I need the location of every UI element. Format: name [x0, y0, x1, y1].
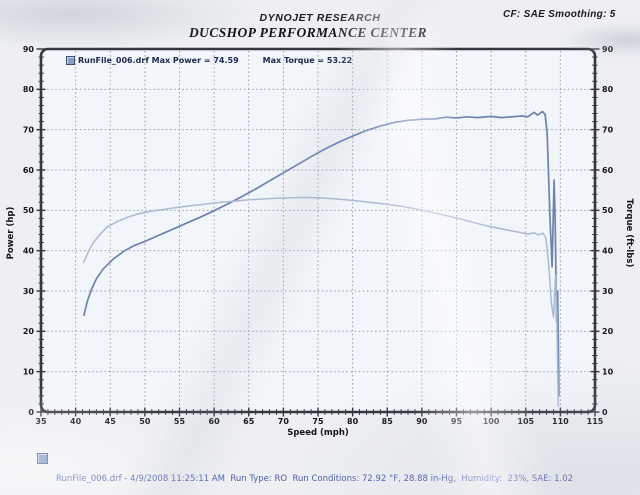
- svg-text:80: 80: [602, 85, 614, 94]
- right-axis-title: Torque (ft-lbs): [624, 199, 634, 268]
- svg-text:10: 10: [602, 367, 614, 376]
- svg-text:70: 70: [602, 125, 614, 134]
- svg-text:55: 55: [174, 417, 186, 426]
- svg-text:40: 40: [23, 246, 35, 255]
- legend-run-file: RunFile_006.drf: [78, 56, 149, 65]
- svg-text:90: 90: [602, 45, 614, 54]
- svg-text:60: 60: [209, 417, 221, 426]
- run-file-icon: [37, 453, 48, 464]
- svg-text:50: 50: [602, 206, 614, 215]
- correction-smoothing-label: CF: SAE Smoothing: 5: [503, 9, 616, 20]
- svg-text:40: 40: [602, 246, 614, 255]
- svg-text:50: 50: [139, 417, 151, 426]
- svg-text:50: 50: [23, 206, 35, 215]
- run-info-line: RunFile_006.drf - 4/9/2008 11:25:11 AM R…: [56, 474, 574, 484]
- svg-text:85: 85: [382, 417, 394, 426]
- svg-text:100: 100: [483, 417, 500, 426]
- left-axis-title: Power (hp): [6, 207, 16, 260]
- svg-text:20: 20: [602, 327, 614, 336]
- svg-text:65: 65: [243, 417, 255, 426]
- svg-text:60: 60: [602, 166, 614, 175]
- svg-text:35: 35: [35, 417, 47, 426]
- svg-text:115: 115: [587, 417, 604, 426]
- svg-text:40: 40: [70, 417, 82, 426]
- run-file-icon: [66, 56, 75, 65]
- svg-text:60: 60: [23, 166, 35, 175]
- svg-text:30: 30: [602, 287, 614, 296]
- svg-text:110: 110: [552, 417, 569, 426]
- svg-text:20: 20: [23, 327, 35, 336]
- svg-text:80: 80: [347, 417, 359, 426]
- svg-text:75: 75: [312, 417, 324, 426]
- svg-text:105: 105: [517, 417, 534, 426]
- shop-title: DUCSHOP PERFORMANCE CENTER: [189, 25, 427, 40]
- legend-max-power: Max Power = 74.59: [151, 56, 239, 65]
- svg-text:95: 95: [451, 417, 463, 426]
- svg-text:0: 0: [28, 408, 34, 417]
- x-axis-title: Speed (mph): [287, 428, 349, 438]
- run-summary-text: RunFile_006.drf - 4/9/2008 11:25:11 AM R…: [56, 452, 573, 495]
- legend-max-torque: Max Torque = 53.22: [262, 56, 353, 65]
- svg-text:90: 90: [23, 45, 35, 54]
- svg-text:30: 30: [23, 287, 35, 296]
- svg-text:10: 10: [23, 367, 35, 376]
- svg-text:45: 45: [105, 417, 117, 426]
- svg-text:70: 70: [278, 417, 290, 426]
- svg-text:80: 80: [23, 85, 35, 94]
- svg-text:0: 0: [602, 408, 608, 417]
- run-summary: RunFile_006.drf - 4/9/2008 11:25:11 AM R…: [37, 452, 573, 495]
- chart-legend: RunFile_006.drf Max Power = 74.59 Max To…: [66, 56, 352, 65]
- svg-text:70: 70: [23, 125, 35, 134]
- svg-text:90: 90: [416, 417, 428, 426]
